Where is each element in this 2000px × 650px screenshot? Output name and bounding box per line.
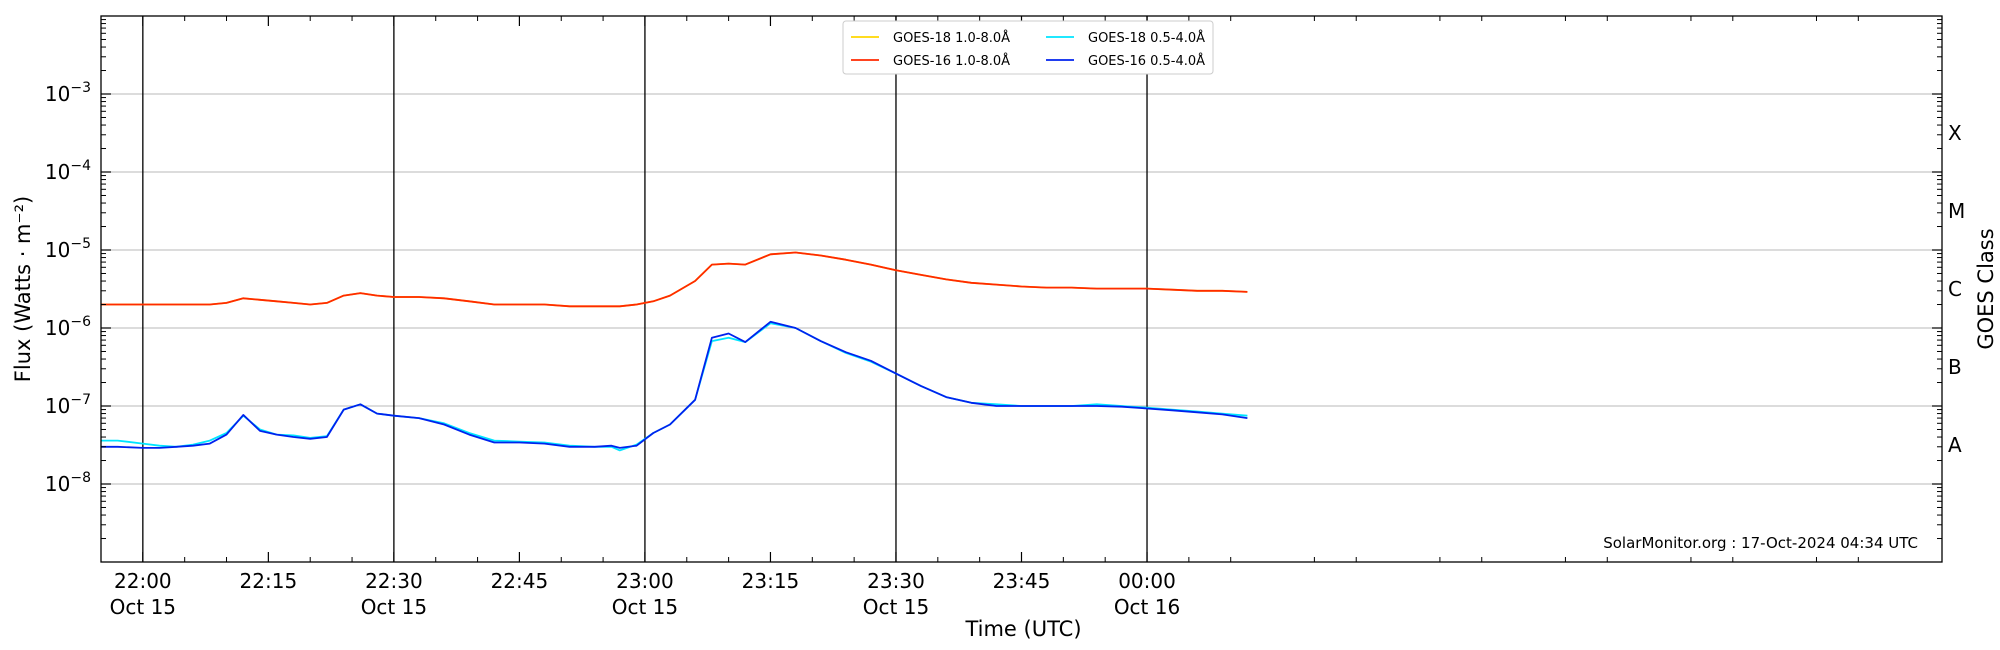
x-tick-date-label: Oct 16 (1114, 595, 1180, 619)
y-tick-exponent: −3 (70, 80, 91, 96)
y-tick-exponent: −4 (70, 158, 91, 174)
goes-class-label: X (1948, 121, 1962, 145)
y-tick-label: 10−4 (45, 158, 91, 184)
y-tick-exponent: −5 (70, 236, 91, 252)
series-line (101, 322, 1248, 452)
goes-class-label: A (1948, 433, 1962, 457)
x-tick-label: 23:30 (867, 569, 925, 593)
x-tick-label: 22:00 (114, 569, 172, 593)
x-tick-label: 22:45 (491, 569, 549, 593)
legend-entry: GOES-16 0.5-4.0Å (1088, 53, 1205, 69)
y-tick-label: 10−3 (45, 80, 91, 106)
plot-frame (100, 15, 1943, 563)
y-tick-label: 10−8 (45, 470, 91, 496)
x-axis-label: Time (UTC) (964, 617, 1081, 641)
y-tick-exponent: −6 (70, 314, 91, 330)
legend-box (842, 20, 1214, 75)
y-tick-exponent: −7 (70, 392, 91, 408)
grid-layer (101, 16, 1942, 562)
series-line (101, 251, 1248, 308)
x-tick-date-label: Oct 15 (361, 595, 427, 619)
x-tick-label: 00:00 (1118, 569, 1176, 593)
y-tick-label: 10−7 (45, 392, 91, 418)
x-tick-date-label: Oct 15 (863, 595, 929, 619)
goes-class-label: B (1948, 355, 1962, 379)
credit-text: SolarMonitor.org : 17-Oct-2024 04:34 UTC (1603, 534, 1918, 552)
y-tick-label: 10−6 (45, 314, 91, 340)
y-tick-exponent: −8 (70, 470, 91, 486)
y-axis-label: Flux (Watts · m⁻²) (11, 196, 35, 382)
y-tick-label: 10−5 (45, 236, 91, 262)
legend-entry: GOES-18 0.5-4.0Å (1088, 30, 1205, 46)
series-line (101, 251, 1248, 308)
x-tick-label: 23:15 (742, 569, 800, 593)
goes-class-label: M (1948, 199, 1965, 223)
x-tick-date-label: Oct 15 (612, 595, 678, 619)
x-tick-label: 22:15 (240, 569, 298, 593)
series-line (101, 320, 1248, 449)
x-tick-label: 22:30 (365, 569, 423, 593)
legend: GOES-18 1.0-8.0Å GOES-18 0.5-4.0Å GOES-16 … (842, 20, 1214, 75)
legend-entry: GOES-16 1.0-8.0Å (893, 53, 1010, 69)
goes-class-label: C (1948, 277, 1962, 301)
x-tick-label: 23:00 (616, 569, 674, 593)
x-tick-date-label: Oct 15 (110, 595, 176, 619)
goes-class-axis-label: GOES Class (1974, 228, 1998, 349)
series-layer (101, 251, 1248, 452)
legend-entry: GOES-18 1.0-8.0Å (893, 30, 1010, 46)
x-tick-label: 23:45 (993, 569, 1051, 593)
